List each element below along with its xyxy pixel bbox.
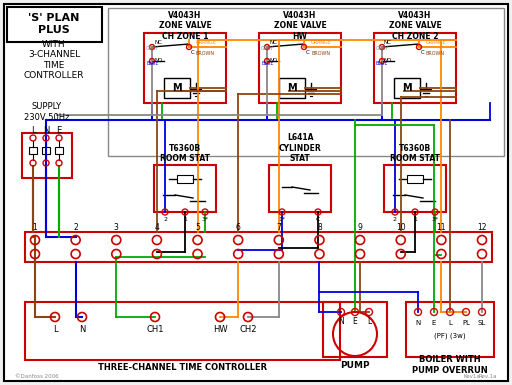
Text: BROWN: BROWN	[311, 50, 330, 55]
Text: N: N	[79, 325, 85, 335]
Text: N: N	[43, 126, 49, 134]
Text: T6360B
ROOM STAT: T6360B ROOM STAT	[160, 144, 210, 163]
Text: L: L	[53, 325, 57, 335]
Text: GREY: GREY	[146, 45, 159, 50]
Bar	[279, 78, 305, 98]
Text: NO: NO	[154, 58, 162, 63]
Text: 4: 4	[155, 223, 159, 231]
Text: 2: 2	[163, 216, 167, 221]
Text: C: C	[306, 50, 310, 55]
Text: SUPPLY
230V 50Hz: SUPPLY 230V 50Hz	[24, 102, 70, 122]
Bar	[22, 133, 72, 178]
Text: N: N	[415, 320, 421, 326]
Text: 1: 1	[413, 216, 417, 221]
Bar	[406, 302, 494, 357]
Text: HW: HW	[212, 325, 227, 335]
Text: NC: NC	[154, 40, 162, 45]
Text: ORANGE: ORANGE	[311, 40, 332, 45]
Bar	[374, 33, 456, 103]
Text: M: M	[172, 83, 182, 93]
Bar	[177, 175, 193, 183]
Bar	[154, 165, 216, 212]
Bar	[108, 8, 504, 156]
Text: 2: 2	[73, 223, 78, 231]
Text: PUMP: PUMP	[340, 360, 370, 370]
Text: E: E	[56, 126, 61, 134]
Text: THREE-CHANNEL TIME CONTROLLER: THREE-CHANNEL TIME CONTROLLER	[98, 363, 267, 373]
Text: SL: SL	[478, 320, 486, 326]
Text: E: E	[353, 318, 357, 326]
Text: 8: 8	[317, 223, 322, 231]
Bar	[384, 165, 446, 212]
Bar	[164, 78, 190, 98]
Text: BROWN: BROWN	[196, 50, 215, 55]
Text: GREY: GREY	[376, 45, 389, 50]
Text: GREY: GREY	[261, 45, 274, 50]
Text: (PF) (3w): (PF) (3w)	[434, 333, 466, 339]
Text: 1*: 1*	[279, 216, 286, 221]
Text: V4043H
ZONE VALVE
HW: V4043H ZONE VALVE HW	[273, 11, 326, 41]
Text: 9: 9	[358, 223, 362, 231]
Text: C: C	[421, 50, 425, 55]
Bar	[55, 147, 63, 154]
Text: BLUE: BLUE	[376, 60, 389, 65]
Text: 11: 11	[437, 223, 446, 231]
Bar	[394, 78, 420, 98]
Text: V4043H
ZONE VALVE
CH ZONE 1: V4043H ZONE VALVE CH ZONE 1	[159, 11, 211, 41]
Text: BOILER WITH
PUMP OVERRUN: BOILER WITH PUMP OVERRUN	[412, 355, 488, 375]
Text: L641A
CYLINDER
STAT: L641A CYLINDER STAT	[279, 133, 322, 163]
Bar	[323, 302, 387, 357]
Text: 12: 12	[477, 223, 487, 231]
Text: 3*: 3*	[201, 216, 208, 221]
Text: 1: 1	[33, 223, 37, 231]
Bar	[42, 147, 50, 154]
Text: BROWN: BROWN	[426, 50, 445, 55]
Text: BLUE: BLUE	[261, 60, 273, 65]
Text: C: C	[191, 50, 195, 55]
Bar	[25, 232, 492, 262]
Text: NO: NO	[384, 58, 392, 63]
Text: V4043H
ZONE VALVE
CH ZONE 2: V4043H ZONE VALVE CH ZONE 2	[389, 11, 441, 41]
Bar	[29, 147, 37, 154]
Text: N: N	[338, 318, 344, 326]
Text: NO: NO	[269, 58, 278, 63]
Bar	[144, 33, 226, 103]
Text: Rev.1a: Rev.1a	[479, 374, 497, 379]
Text: 3: 3	[114, 223, 119, 231]
Text: BLUE: BLUE	[146, 60, 159, 65]
Text: 7: 7	[276, 223, 281, 231]
Text: 5: 5	[195, 223, 200, 231]
Text: M: M	[402, 83, 412, 93]
Text: WITH
3-CHANNEL
TIME
CONTROLLER: WITH 3-CHANNEL TIME CONTROLLER	[24, 40, 84, 80]
Text: CH1: CH1	[146, 325, 164, 335]
Text: L: L	[448, 320, 452, 326]
Bar	[407, 175, 423, 183]
Text: NC: NC	[269, 40, 277, 45]
Bar	[25, 302, 340, 360]
Text: 6: 6	[236, 223, 241, 231]
Text: C: C	[316, 216, 320, 221]
Text: 10: 10	[396, 223, 406, 231]
Text: 3*: 3*	[432, 216, 439, 221]
Text: 2: 2	[393, 216, 397, 221]
Text: ©Danfoss 2006: ©Danfoss 2006	[15, 374, 59, 379]
Text: M: M	[287, 83, 297, 93]
Text: PL: PL	[462, 320, 470, 326]
Text: L: L	[367, 318, 371, 326]
Text: E: E	[432, 320, 436, 326]
Text: 1: 1	[183, 216, 187, 221]
Bar	[269, 165, 331, 212]
Text: ORANGE: ORANGE	[426, 40, 447, 45]
Text: CH2: CH2	[239, 325, 257, 335]
Bar	[7, 7, 102, 42]
Text: L: L	[31, 126, 35, 134]
Text: Kev1a: Kev1a	[463, 374, 480, 379]
Text: NC: NC	[384, 40, 392, 45]
Bar	[259, 33, 341, 103]
Text: T6360B
ROOM STAT: T6360B ROOM STAT	[390, 144, 440, 163]
Text: ORANGE: ORANGE	[196, 40, 217, 45]
Text: 'S' PLAN
PLUS: 'S' PLAN PLUS	[28, 13, 80, 35]
